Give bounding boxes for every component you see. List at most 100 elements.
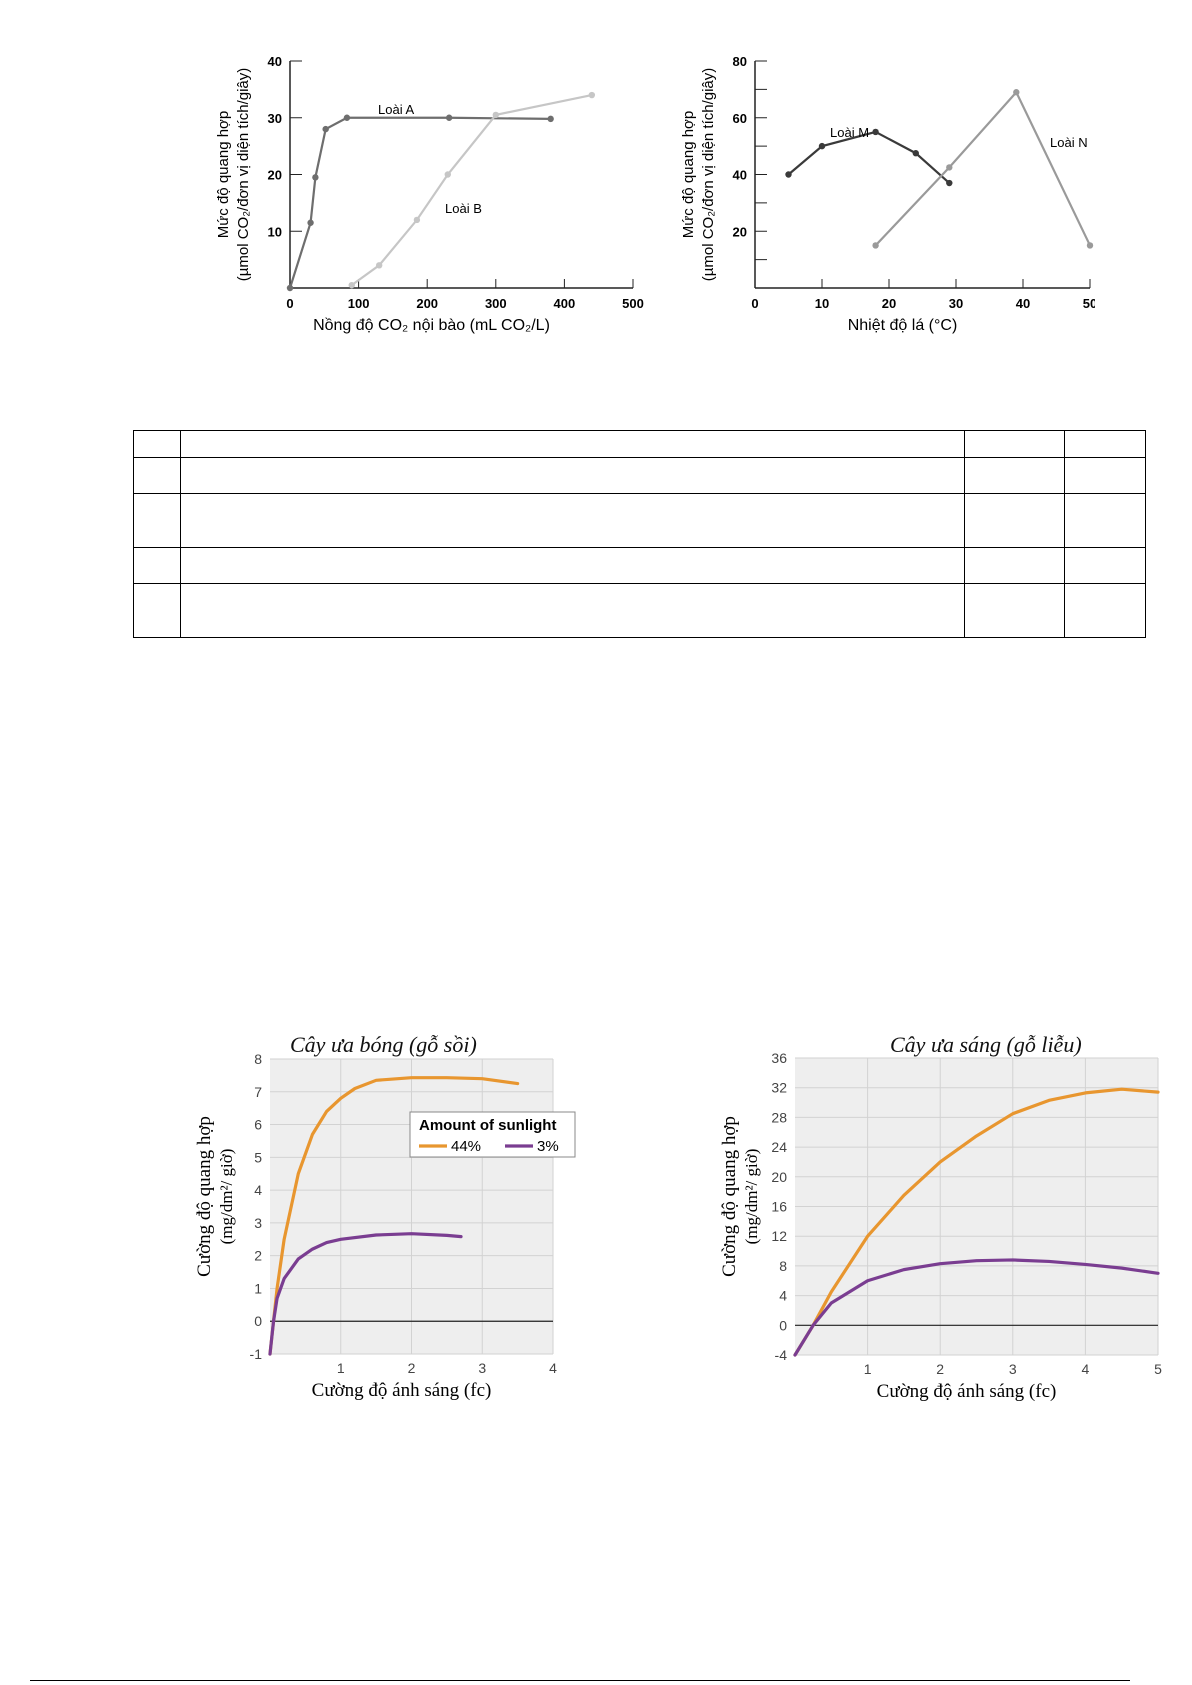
table-cell [964, 457, 1065, 494]
x-tick-label: 3 [478, 1360, 486, 1376]
data-point [912, 150, 919, 157]
table-cell [133, 547, 181, 584]
table-cell [180, 457, 965, 494]
series-label: Loài M [830, 125, 869, 140]
y-tick-label: 0 [779, 1317, 787, 1333]
y-axis-unit-label: (µmol CO₂/đơn vị diện tích/giây) [235, 68, 252, 282]
sun-plant-title: Cây ưa sáng (gỗ liễu) [890, 1032, 1082, 1057]
x-tick-label: 40 [1016, 296, 1030, 311]
x-tick-label: 400 [554, 296, 576, 311]
table-cell [964, 583, 1065, 638]
data-point [785, 171, 792, 178]
data-point [1086, 242, 1094, 249]
y-axis-unit-label: (µmol CO₂/đơn vị diện tích/giây) [700, 68, 717, 282]
answer-table [133, 430, 1146, 638]
y-tick-label: 0 [254, 1313, 262, 1329]
y-tick-label: 2 [254, 1248, 262, 1264]
data-point [307, 219, 314, 226]
y-axis-label: Mức độ quang hợp [215, 111, 232, 238]
data-point [818, 142, 826, 150]
series-line [351, 93, 593, 287]
table-row [133, 583, 1146, 638]
x-axis-label: Nồng độ CO₂ nội bào (mL CO₂/L) [313, 317, 550, 334]
data-point [547, 115, 554, 123]
legend-label: 3% [537, 1138, 559, 1155]
y-tick-label: 10 [268, 224, 282, 239]
data-point [444, 171, 451, 178]
y-tick-label: 60 [733, 111, 747, 126]
legend-title: Amount of sunlight [419, 1117, 556, 1134]
table-cell [133, 430, 181, 458]
y-axis-label: Cường độ quang hợp [194, 1116, 215, 1277]
x-tick-label: 5 [1154, 1361, 1162, 1377]
data-point [413, 216, 421, 224]
y-tick-label: 5 [254, 1149, 262, 1165]
y-tick-label: 36 [771, 1050, 787, 1066]
y-tick-label: 30 [268, 111, 282, 126]
y-tick-label: 28 [771, 1109, 787, 1125]
table-cell [1064, 493, 1146, 548]
data-point [312, 174, 319, 181]
data-point [1013, 89, 1020, 96]
x-axis-label: Cường độ ánh sáng (fc) [877, 1381, 1057, 1402]
series-line [874, 90, 1091, 247]
y-axis-unit-label: (mg/dm²/ giờ) [217, 1149, 236, 1245]
x-tick-label: 0 [751, 296, 758, 311]
x-tick-label: 1 [864, 1361, 872, 1377]
x-tick-label: 3 [1009, 1361, 1017, 1377]
y-tick-label: 3 [254, 1215, 262, 1231]
legend-label: 44% [451, 1138, 481, 1155]
y-axis-label: Mức độ quang hợp [680, 111, 697, 238]
table-row [133, 547, 1146, 584]
y-tick-label: 1 [254, 1280, 262, 1296]
data-point [492, 111, 499, 119]
x-tick-label: 20 [882, 296, 896, 311]
x-tick-label: 300 [485, 296, 507, 311]
table-cell [964, 547, 1065, 584]
table-cell [180, 547, 965, 584]
series-line [268, 1076, 520, 1356]
legend-box [409, 1111, 576, 1158]
table-cell [1064, 547, 1146, 584]
table-cell [133, 583, 181, 638]
table-cell [1064, 457, 1146, 494]
shade-plant-title: Cây ưa bóng (gỗ sồi) [290, 1032, 477, 1057]
x-tick-label: 500 [622, 296, 644, 311]
data-point [588, 91, 596, 99]
table-cell [1064, 583, 1146, 638]
x-tick-label: 2 [408, 1360, 416, 1376]
y-tick-label: 40 [268, 55, 282, 69]
y-tick-label: 20 [268, 168, 282, 183]
table-cell [133, 457, 181, 494]
data-point [343, 114, 351, 121]
x-axis-label: Nhiệt độ lá (°C) [848, 317, 958, 334]
x-tick-label: 4 [1082, 1361, 1090, 1377]
y-tick-label: 7 [254, 1084, 262, 1100]
y-tick-label: 8 [254, 1051, 262, 1067]
series-line [793, 1258, 1160, 1357]
table-cell [1064, 430, 1146, 458]
data-point [872, 242, 879, 249]
x-tick-label: 0 [286, 296, 293, 311]
y-tick-label: 24 [771, 1139, 787, 1155]
y-tick-label: 4 [254, 1182, 262, 1198]
y-tick-label: -1 [250, 1346, 263, 1362]
table-cell [133, 493, 181, 548]
y-tick-label: 20 [771, 1169, 787, 1185]
table-cell [964, 430, 1065, 458]
series-line [268, 1232, 463, 1356]
y-tick-label: 32 [771, 1080, 787, 1096]
series-line [288, 116, 551, 289]
y-tick-label: 12 [771, 1228, 787, 1244]
x-axis-label: Cường độ ánh sáng (fc) [312, 1380, 492, 1401]
x-tick-label: 100 [348, 296, 370, 311]
series-label: Loài A [378, 102, 414, 117]
y-axis-unit-label: (mg/dm²/ giờ) [742, 1149, 761, 1245]
shade-plant-chart: -1 0 1 2 3 4 5 6 7 8 1 2 3 4 Cường độ ánh sáng (fc) Cườ… [194, 1051, 576, 1401]
table-cell [180, 583, 965, 638]
series-line [793, 1087, 1160, 1357]
table-cell [180, 430, 965, 458]
series-label: Loài B [445, 201, 482, 216]
